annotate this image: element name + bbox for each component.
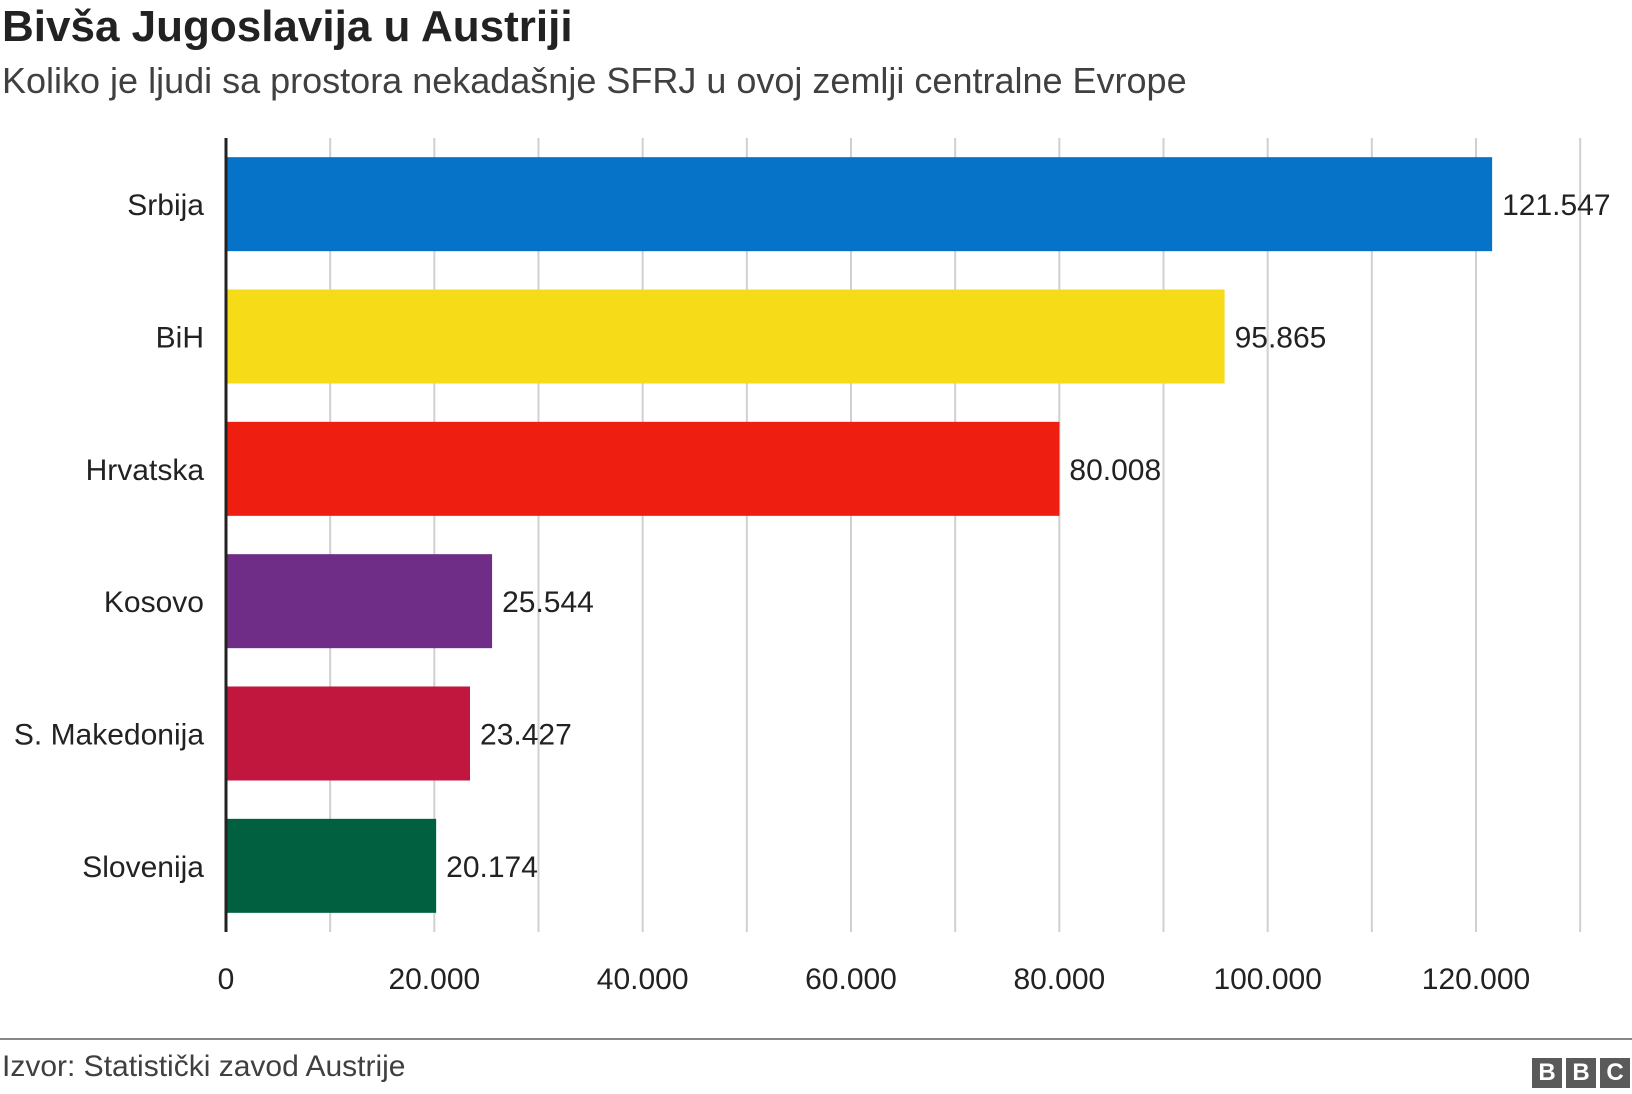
x-tick-label: 100.000 xyxy=(1213,963,1321,996)
x-tick-label: 0 xyxy=(218,963,235,996)
category-label: S. Makedonija xyxy=(14,719,204,752)
data-label: 121.547 xyxy=(1502,189,1610,222)
data-label: 80.008 xyxy=(1069,454,1161,487)
bar xyxy=(226,818,437,913)
source-note: Izvor: Statistički zavod Austrije xyxy=(2,1050,406,1083)
bbc-logo: B B C xyxy=(1532,1058,1630,1088)
category-label: Srbija xyxy=(127,189,204,222)
data-label: 20.174 xyxy=(446,851,538,884)
footer-divider xyxy=(0,1038,1632,1040)
bar xyxy=(226,686,471,781)
category-label: Kosovo xyxy=(104,586,204,619)
bar xyxy=(226,421,1060,516)
chart-title: Bivša Jugoslavija u Austriji xyxy=(2,2,573,51)
bbc-logo-letter-b1: B xyxy=(1532,1058,1562,1088)
category-label: Hrvatska xyxy=(86,454,205,487)
x-tick-label: 40.000 xyxy=(597,963,689,996)
bbc-logo-letter-b2: B xyxy=(1566,1058,1596,1088)
bar xyxy=(226,157,1493,252)
bar xyxy=(226,289,1225,384)
category-label: BiH xyxy=(156,322,204,355)
data-label: 23.427 xyxy=(480,719,572,752)
category-label: Slovenija xyxy=(82,851,204,884)
bar-chart: 0 20.000 40.000 60.000 80.000 100.000 120.000 S… xyxy=(14,138,1611,996)
data-label: 25.544 xyxy=(502,586,594,619)
data-label: 95.865 xyxy=(1235,322,1327,355)
bar xyxy=(226,554,493,649)
bbc-logo-letter-c: C xyxy=(1600,1058,1630,1088)
x-tick-label: 20.000 xyxy=(388,963,480,996)
x-tick-label: 120.000 xyxy=(1422,963,1530,996)
chart-subtitle: Koliko je ljudi sa prostora nekadašnje S… xyxy=(2,60,1187,101)
x-tick-label: 60.000 xyxy=(805,963,897,996)
x-tick-label: 80.000 xyxy=(1013,963,1105,996)
